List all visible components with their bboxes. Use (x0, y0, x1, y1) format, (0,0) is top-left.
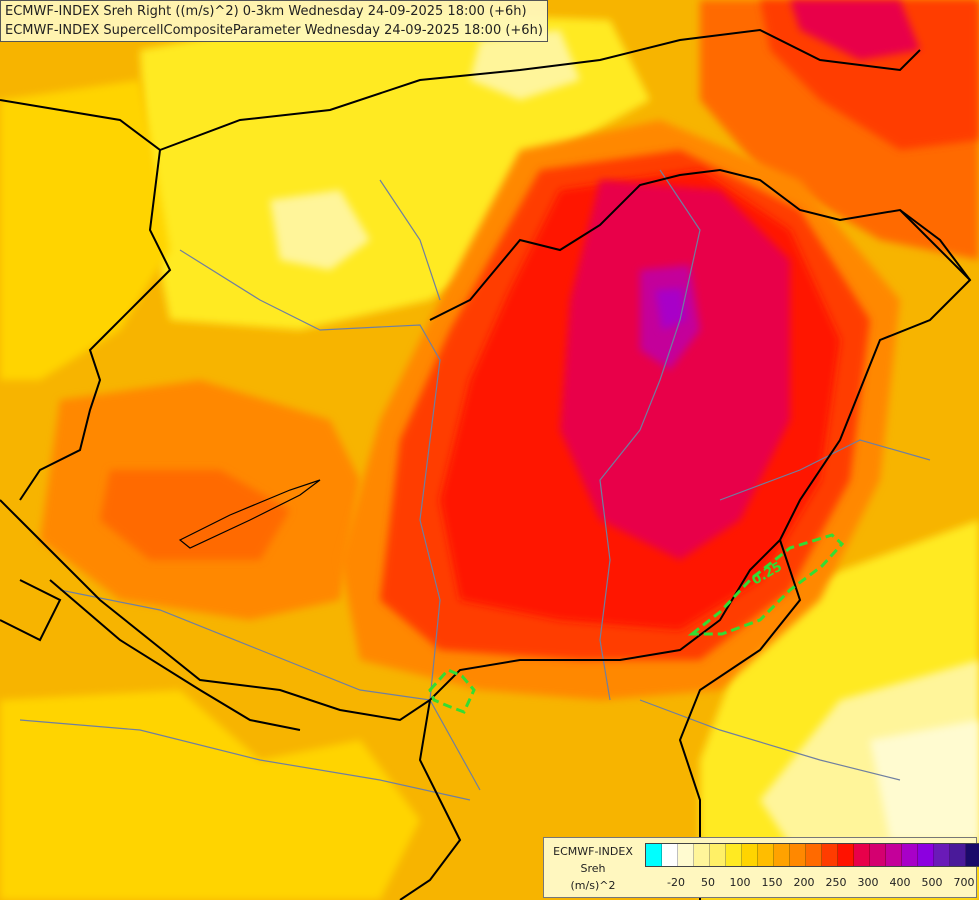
river-sava (19, 719, 471, 801)
map-title-line1: ECMWF-INDEX Sreh Right ((m/s)^2) 0-3km W… (5, 4, 527, 19)
rivers (19, 169, 931, 801)
scp-contour-south (428, 668, 476, 714)
river-tisza (599, 169, 701, 701)
field-violet-peak (655, 288, 686, 330)
legend-title: ECMWF-INDEX (553, 845, 633, 858)
map-title-line2: ECMWF-INDEX SupercellCompositeParameter … (5, 23, 543, 38)
field-white-south-east (870, 720, 979, 840)
border-slovenia (0, 579, 62, 642)
legend-unit: (m/s)^2 (570, 879, 616, 892)
legend-swatch (854, 844, 870, 866)
legend-swatch (726, 844, 742, 866)
legend-swatch (758, 844, 774, 866)
legend-swatch (710, 844, 726, 866)
legend-swatch (774, 844, 790, 866)
legend-tick-label: 400 (889, 876, 911, 889)
legend-swatch (694, 844, 710, 866)
field-red-orange-west (100, 470, 290, 560)
country-borders (0, 28, 972, 900)
legend-tick-label: 500 (921, 876, 943, 889)
legend-swatch (886, 844, 902, 866)
legend-tick-label: 250 (825, 876, 847, 889)
legend-swatch (950, 844, 966, 866)
legend-tick-label: 50 (701, 876, 715, 889)
border-hungary (0, 168, 972, 722)
legend-swatch (678, 844, 694, 866)
field-crimson-core (560, 180, 790, 560)
legend-swatch (870, 844, 886, 866)
legend-variable: Sreh (580, 862, 606, 875)
legend-colorbar (645, 843, 979, 867)
legend-swatch (822, 844, 838, 866)
legend-swatch (918, 844, 934, 866)
legend-swatch (742, 844, 758, 866)
legend-swatch (662, 844, 678, 866)
legend-tick-row: -20 50 100 150 200 250 300 400 500 700 (544, 876, 978, 892)
scp-contour-group (428, 533, 845, 714)
field-yellow-west (0, 80, 170, 380)
legend-swatch (838, 844, 854, 866)
river-drava (59, 589, 431, 701)
legend-tick-label: 200 (793, 876, 815, 889)
river-south-east (639, 699, 901, 781)
legend-tick-label: -20 (667, 876, 685, 889)
legend-swatch (790, 844, 806, 866)
legend-swatch (934, 844, 950, 866)
border-romania (678, 209, 971, 900)
border-croatia-serbia (49, 579, 462, 900)
river-north (379, 179, 441, 301)
border-slovakia-north (159, 28, 921, 151)
legend-swatch (806, 844, 822, 866)
field-magenta-north-east (790, 0, 920, 60)
field-yellow-pale-north (270, 30, 580, 270)
legend-tick-label: 300 (857, 876, 879, 889)
legend: ECMWF-INDEX Sreh (m/s)^2 -20 50 100 150 200 2… (543, 837, 979, 898)
legend-swatch (902, 844, 918, 866)
map-title-box: ECMWF-INDEX Sreh Right ((m/s)^2) 0-3km W… (0, 0, 548, 42)
legend-swatch (966, 844, 979, 866)
field-yellow-south-west (0, 690, 420, 900)
field-red-north-east (760, 0, 979, 150)
legend-tick-label: 100 (729, 876, 751, 889)
lake-balaton (178, 479, 321, 549)
border-austria (0, 99, 172, 501)
scp-contour-east (687, 533, 845, 636)
legend-tick-label: 700 (953, 876, 975, 889)
legend-swatch (646, 844, 662, 866)
legend-tick-label: 150 (761, 876, 783, 889)
river-danube (179, 249, 481, 791)
